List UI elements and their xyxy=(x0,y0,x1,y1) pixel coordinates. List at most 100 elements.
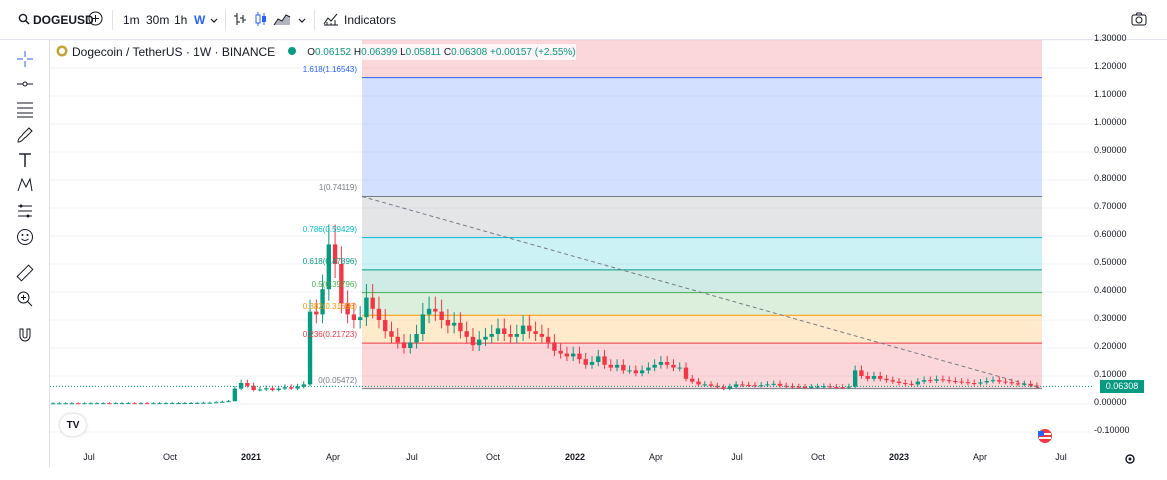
candle-body xyxy=(458,322,463,332)
candle-body xyxy=(195,402,200,404)
interval-1h[interactable]: 1h xyxy=(174,0,187,40)
candle-body xyxy=(107,403,112,405)
compare-button[interactable] xyxy=(88,0,103,40)
prediction-tool[interactable] xyxy=(12,200,38,226)
fib-level-label: 0.786(0.59429) xyxy=(302,224,357,234)
candle-body xyxy=(339,264,344,304)
brush-tool[interactable] xyxy=(12,124,38,150)
fib-level-label: 0.618(0.47896) xyxy=(302,256,357,266)
search-icon xyxy=(18,13,30,28)
fib-trend-line xyxy=(361,195,1043,390)
candles-style-button[interactable] xyxy=(254,0,268,40)
camera-icon xyxy=(1131,12,1147,29)
price-tick-label: 1.10000 xyxy=(1094,89,1127,99)
candle-body xyxy=(226,401,231,403)
candle-body xyxy=(621,364,626,371)
indicators-icon xyxy=(323,12,339,29)
settings-gear-icon[interactable] xyxy=(1124,452,1136,470)
candle-body xyxy=(163,403,169,405)
price-tick-label: 0.70000 xyxy=(1094,201,1127,211)
divider xyxy=(112,10,113,30)
price-tick-label: 0.60000 xyxy=(1094,229,1127,239)
chart-pane[interactable] xyxy=(50,40,1167,470)
emoji-tool[interactable] xyxy=(12,226,38,252)
candle-body xyxy=(909,383,914,385)
indicators-label: Indicators xyxy=(344,13,397,27)
ruler-icon xyxy=(15,263,35,288)
magnet-tool[interactable] xyxy=(12,324,38,350)
candle-body xyxy=(558,350,563,354)
candle-body xyxy=(245,383,250,386)
candle-body xyxy=(326,244,332,290)
candle-body xyxy=(539,334,545,337)
candle-body xyxy=(1003,381,1008,383)
candle-body xyxy=(188,402,194,404)
candle-body xyxy=(445,320,451,326)
area-chart-icon xyxy=(273,12,291,29)
indicators-button[interactable]: Indicators xyxy=(323,0,396,40)
candle-body xyxy=(608,364,613,368)
candle-body xyxy=(508,334,513,337)
forecast-icon xyxy=(15,201,35,226)
fib-zone xyxy=(362,196,1042,238)
candle-body xyxy=(946,380,952,382)
area-style-button[interactable] xyxy=(273,0,291,40)
interval-label: W xyxy=(194,13,206,27)
legend-title: Dogecoin / TetherUS · 1W · BINANCE xyxy=(72,45,276,59)
candle-body xyxy=(401,342,407,348)
time-tick-label: Jul xyxy=(406,452,418,462)
interval-dropdown[interactable] xyxy=(210,0,218,40)
candle-body xyxy=(101,403,106,405)
trend-line-tool[interactable] xyxy=(12,73,38,99)
candle-body xyxy=(370,297,375,309)
zoom-tool[interactable] xyxy=(12,288,38,314)
market-status-icon xyxy=(287,45,297,59)
candle-body xyxy=(746,384,751,386)
fib-retracement-icon xyxy=(15,99,35,124)
bar-style-button[interactable] xyxy=(233,0,247,40)
price-tick-label: -0.10000 xyxy=(1094,425,1130,435)
candle-body xyxy=(802,386,808,388)
time-tick-label: 2021 xyxy=(240,452,262,462)
candle-body xyxy=(545,336,551,343)
symbol-search[interactable]: DOGEUSD xyxy=(18,0,94,40)
chart-type-dropdown[interactable] xyxy=(298,0,306,40)
candle-body xyxy=(683,367,689,379)
candle-body xyxy=(865,376,870,379)
candle-body xyxy=(809,386,814,388)
fib-tool[interactable] xyxy=(12,98,38,124)
time-tick-label: Jul xyxy=(731,452,743,462)
fib-zone xyxy=(362,343,1042,389)
candle-body xyxy=(984,381,989,383)
candle-body xyxy=(132,403,137,405)
candle-body xyxy=(477,339,482,346)
snapshot-button[interactable] xyxy=(1131,0,1147,40)
candle-body xyxy=(439,311,444,320)
candle-body xyxy=(395,336,400,343)
price-chart[interactable] xyxy=(50,40,1167,470)
candle-body xyxy=(332,244,338,264)
candle-body xyxy=(420,314,426,334)
candle-body xyxy=(157,403,162,405)
interval-30m[interactable]: 30m xyxy=(146,0,169,40)
text-tool[interactable] xyxy=(12,149,38,175)
pattern-tool[interactable] xyxy=(12,174,38,200)
candle-body xyxy=(940,379,946,381)
time-tick-label: Jul xyxy=(1055,452,1067,462)
price-tick-label: 0.20000 xyxy=(1094,341,1127,351)
time-tick-label: Apr xyxy=(972,452,988,462)
candle-body xyxy=(295,386,300,389)
measure-tool[interactable] xyxy=(12,262,38,288)
fib-zone xyxy=(362,77,1042,197)
tradingview-logo[interactable]: TV xyxy=(60,414,86,436)
candle-body xyxy=(57,403,62,405)
chevron-down-icon xyxy=(298,13,306,27)
crosshair-tool[interactable] xyxy=(12,48,38,74)
interval-label: 1m xyxy=(123,13,140,27)
price-tick-label: 1.30000 xyxy=(1094,33,1127,43)
time-tick-label: Oct xyxy=(162,452,178,462)
interval-w[interactable]: W xyxy=(194,0,205,40)
time-tick-label: Jul xyxy=(83,452,95,462)
interval-1m[interactable]: 1m xyxy=(123,0,140,40)
candle-body xyxy=(896,381,902,383)
